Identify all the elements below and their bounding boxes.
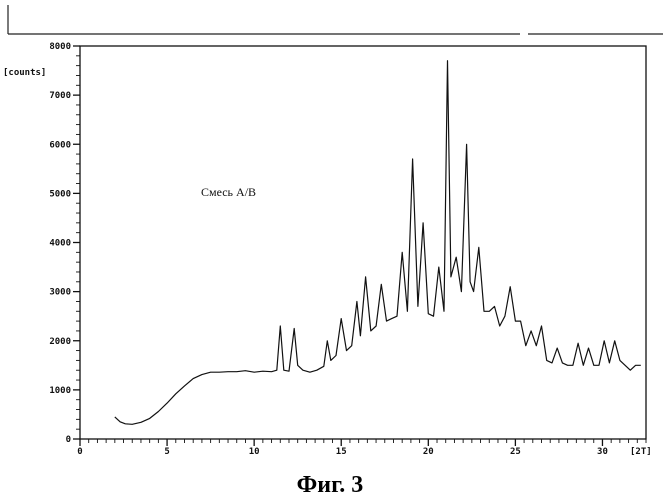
y-tick-label: 8000 bbox=[49, 42, 71, 52]
x-tick-label: 25 bbox=[510, 447, 521, 457]
tick-labels: 0 5 10 15 20 25 30 0 1000 2000 3000 4000 5000 6000 700… bbox=[49, 42, 608, 457]
x-tick-label: 0 bbox=[77, 447, 82, 457]
y-tick-label: 2000 bbox=[49, 337, 71, 347]
y-tick-label: 5000 bbox=[49, 189, 71, 199]
diffraction-pattern-line bbox=[115, 61, 641, 425]
x-tick-label: 20 bbox=[423, 447, 434, 457]
y-tick-label: 6000 bbox=[49, 140, 71, 150]
x-tick-label: 5 bbox=[164, 447, 169, 457]
y-tick-label: 0 bbox=[66, 435, 71, 445]
x-tick-label: 10 bbox=[249, 447, 260, 457]
scan-edge-lines bbox=[8, 5, 663, 34]
chart-annotation: Смесь A/B bbox=[201, 185, 256, 199]
x-tick-label: 30 bbox=[597, 447, 608, 457]
x-axis-label: [2T] bbox=[630, 447, 652, 457]
x-tick-label: 15 bbox=[336, 447, 347, 457]
figure-caption: Фиг. 3 bbox=[297, 472, 364, 498]
plot-frame bbox=[80, 46, 646, 439]
y-tick-label: 4000 bbox=[49, 239, 71, 249]
y-tick-label: 1000 bbox=[49, 386, 71, 396]
y-tick-label: 7000 bbox=[49, 91, 71, 101]
y-tick-label: 3000 bbox=[49, 288, 71, 298]
axis-ticks bbox=[73, 46, 646, 446]
y-axis-label: [counts] bbox=[3, 68, 46, 78]
